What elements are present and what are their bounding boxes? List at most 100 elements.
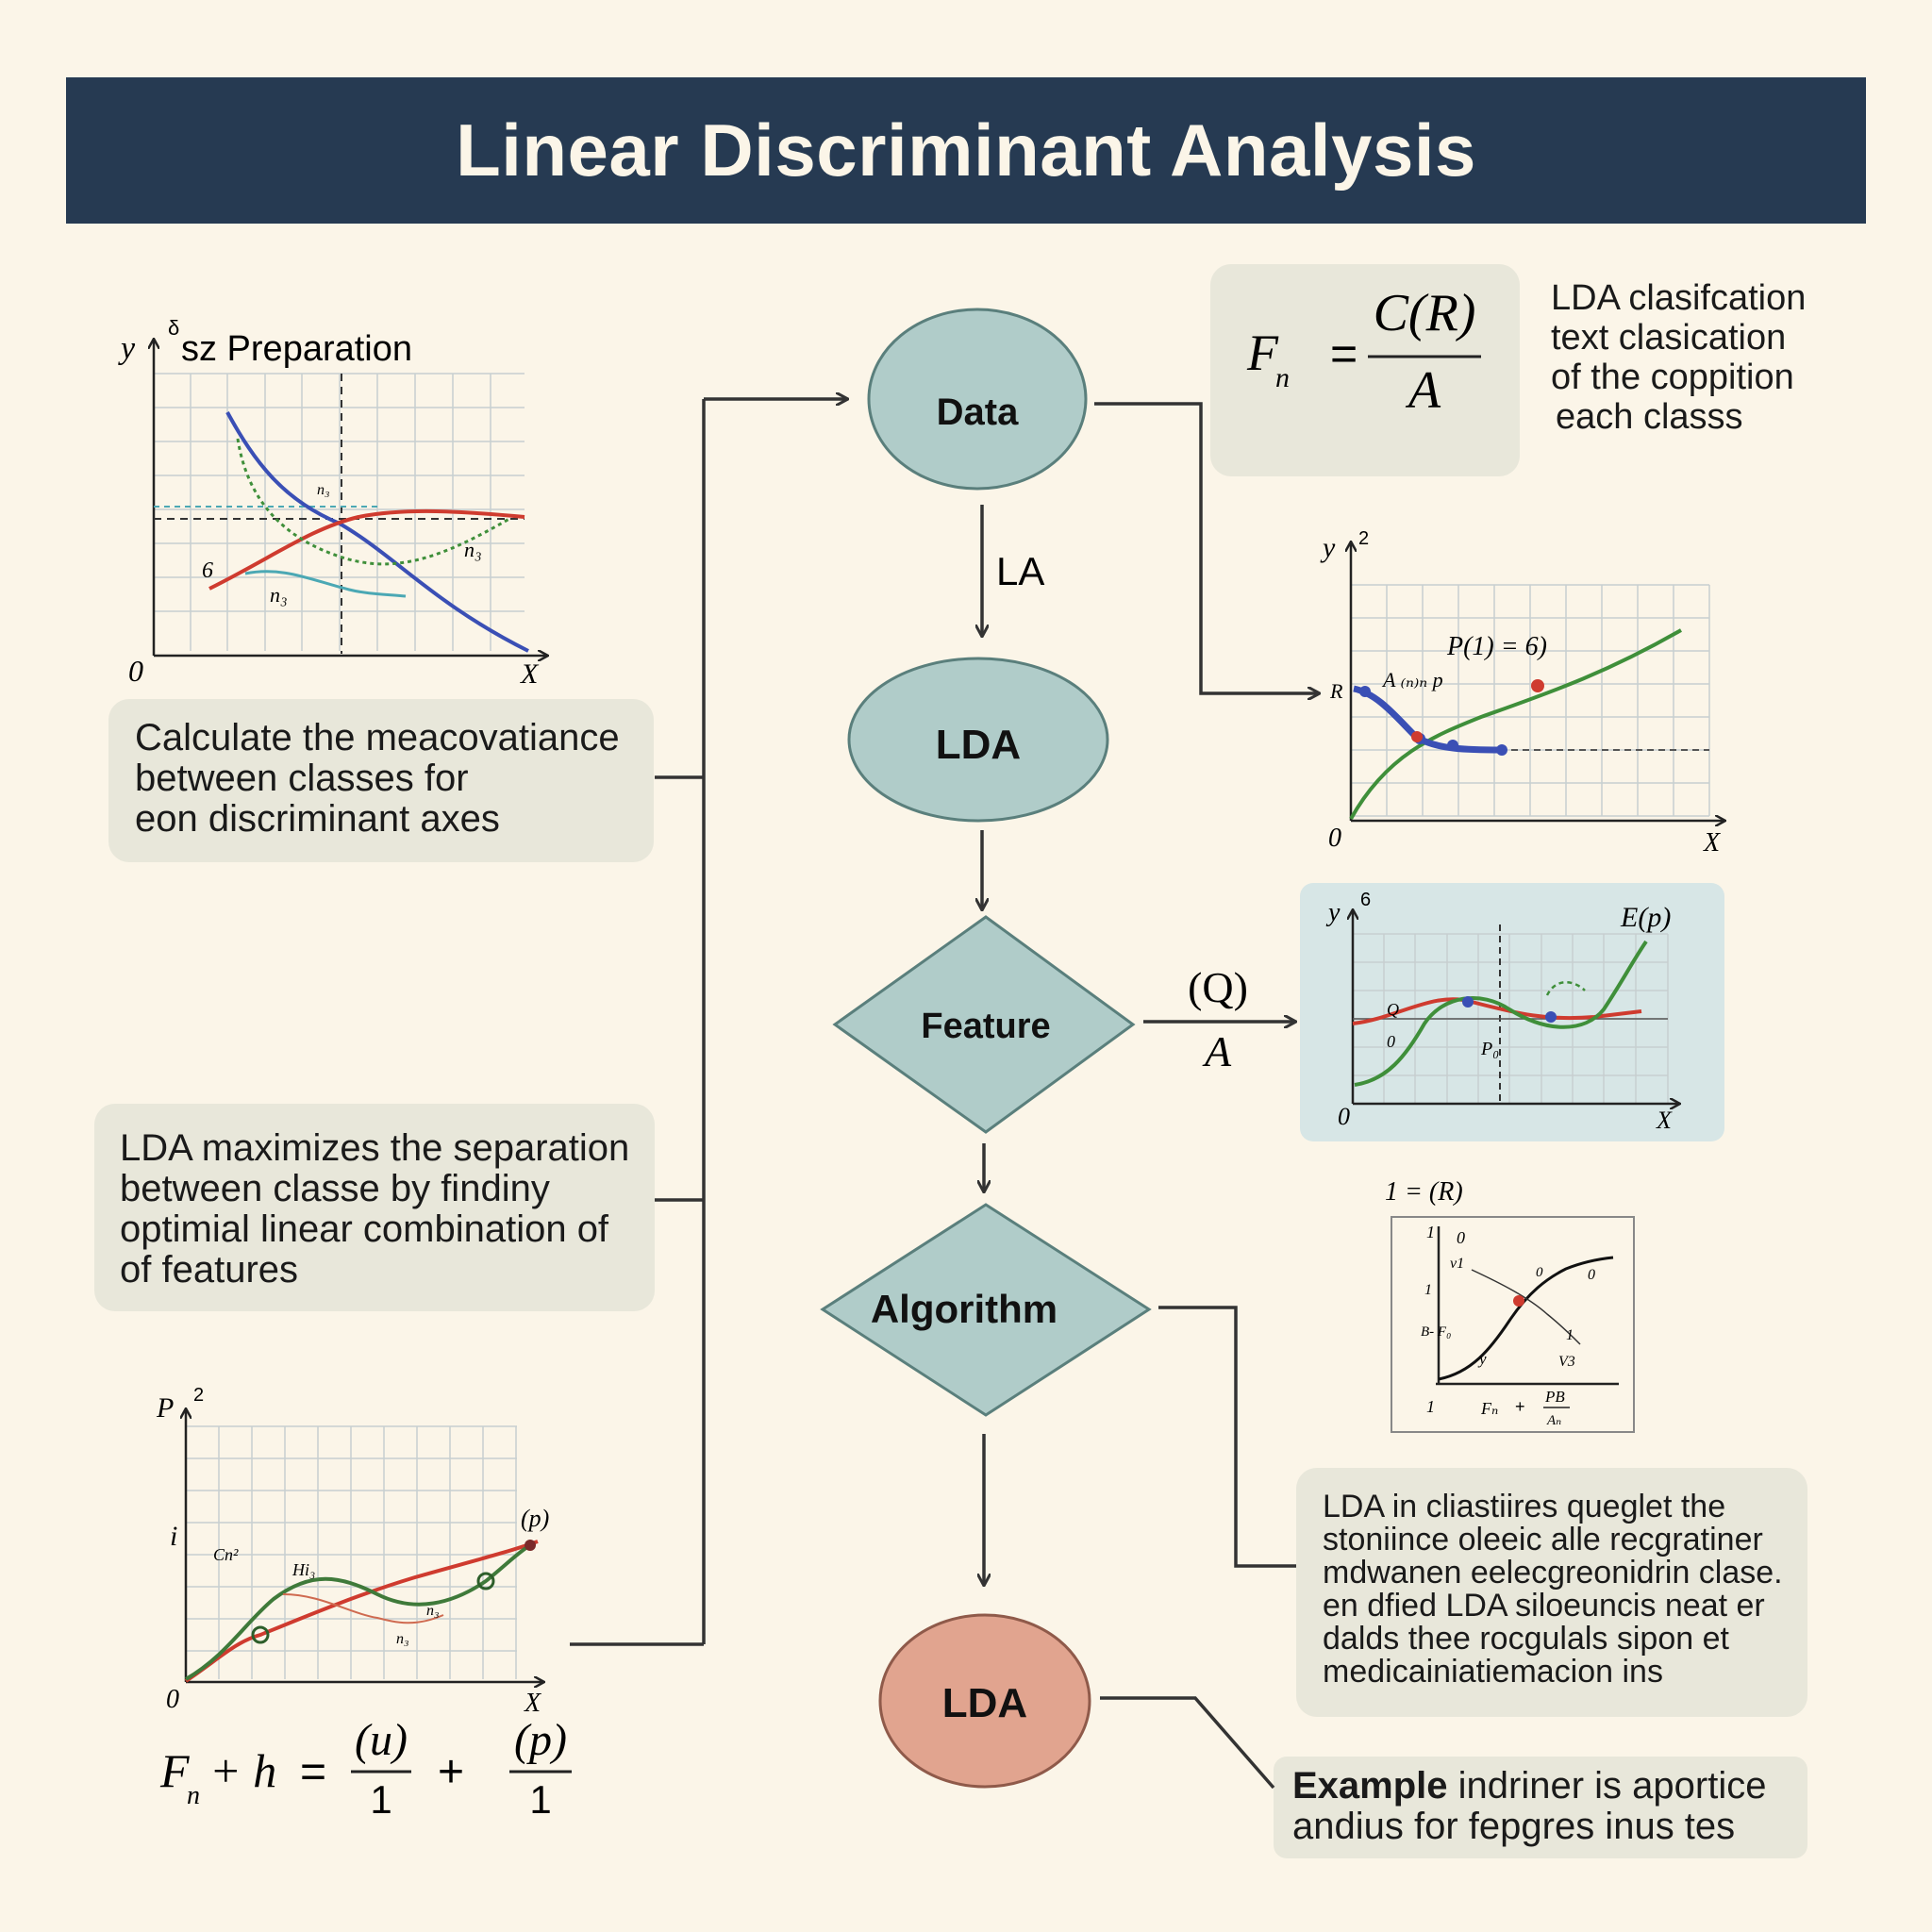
- example-line2: andius for fepgres inus tes: [1292, 1806, 1736, 1847]
- node-data[interactable]: Data: [867, 308, 1088, 491]
- plot-r1-anno: A ₍ₙ₎ₙ p: [1381, 668, 1443, 691]
- plot-r3-l13: PB: [1544, 1388, 1565, 1406]
- plot-right-2: y 6 E(p) Q 0 P₀ 0 X: [1300, 883, 1724, 1141]
- node-algorithm[interactable]: Algorithm: [820, 1203, 1152, 1417]
- note1-line1: Calculate the meacovatiance: [135, 717, 620, 758]
- connectors: [570, 399, 1319, 1790]
- plot-bottom-point-1: [251, 1625, 270, 1644]
- plot-bottom-y-sup: 2: [193, 1385, 204, 1406]
- plot-r2-a3: P₀: [1480, 1039, 1499, 1059]
- formula-caption: LDA clasifcation text clasication of the…: [1551, 278, 1806, 437]
- node-feature[interactable]: Feature: [832, 915, 1136, 1134]
- node-lda-bottom-label: LDA: [942, 1680, 1027, 1726]
- plot-r3-l0: 1: [1426, 1223, 1435, 1241]
- plot-prep-y-label: y: [118, 331, 136, 366]
- plot-r1-point-4: [1496, 744, 1507, 756]
- plot-r3-l2: v1: [1450, 1256, 1464, 1272]
- bottom-formula-plus-term: + h: [209, 1744, 276, 1797]
- plot-r1-red-point-2: [1531, 679, 1544, 692]
- plot-r1-r-label: R: [1329, 679, 1343, 703]
- caption-line1: LDA clasifcation: [1551, 278, 1807, 318]
- plot-r2-point-2: [1545, 1011, 1557, 1023]
- note-card-covariance: Calculate the meacovatiance between clas…: [108, 699, 654, 862]
- bottom-formula-lhs: F: [159, 1744, 190, 1797]
- node-lda-bottom[interactable]: LDA: [878, 1613, 1091, 1789]
- lda-to-example-connector: [1100, 1696, 1275, 1790]
- plot-r2-a2: 0: [1387, 1032, 1395, 1051]
- plot-r2-y-sup: 6: [1360, 890, 1371, 910]
- plot-preparation: y δ sz Preparation 0 X 6 n₃ n₃ n₃: [118, 316, 547, 690]
- bottom-formula-equals: =: [300, 1747, 326, 1797]
- bottom-formula-den2: 1: [529, 1777, 551, 1822]
- plot-r3-header: 1 = (R): [1385, 1177, 1463, 1207]
- plot-r1-red-point-1: [1411, 731, 1423, 742]
- plot-prep-y-sup: δ: [168, 316, 179, 340]
- node-algorithm-label: Algorithm: [871, 1287, 1058, 1331]
- plot-r2-green-loop: [1545, 981, 1586, 996]
- plot-bottom: P 2 i (p) Cn² Hi₃ n₃ n₃ 0 X: [156, 1385, 549, 1718]
- plot-r1-y-label: y: [1320, 532, 1336, 563]
- plot-r1-eq: P(1) = 6): [1446, 632, 1547, 661]
- caption-line3: of the coppition: [1551, 358, 1794, 397]
- plot-prep-anno-2: n₃: [270, 583, 288, 607]
- plot-prep-title: sz Preparation: [181, 329, 412, 369]
- formula-lhs-sub: n: [1275, 362, 1290, 393]
- bottom-formula-num2: (p): [514, 1715, 567, 1765]
- plot-r3-l7: 0: [1536, 1265, 1543, 1280]
- note1-line3: eon discriminant axes: [135, 798, 500, 840]
- rnote-line2: stoniince oleeic alle recgratiner: [1323, 1522, 1763, 1557]
- bottom-formula-lhs-sub: n: [187, 1781, 200, 1810]
- plot-r3-point: [1513, 1295, 1524, 1307]
- note1-line2: between classes for: [135, 758, 469, 799]
- plot-bottom-red-curve: [184, 1540, 539, 1683]
- plot-r3-l11: Fₙ: [1480, 1399, 1498, 1418]
- caption-line2: text clasication: [1551, 318, 1787, 358]
- plot-r3-l4: 1: [1424, 1282, 1432, 1298]
- plot-r3-curve-1: [1438, 1256, 1614, 1381]
- node-lda-top[interactable]: LDA: [847, 657, 1109, 823]
- plot-prep-anno-1: 6: [202, 558, 213, 583]
- node-data-label: Data: [937, 391, 1019, 433]
- plot-bottom-a2: Hi₃: [291, 1560, 315, 1579]
- plot-bottom-p-label: (p): [521, 1505, 549, 1532]
- note2-line2: between classe by findiny: [120, 1168, 550, 1209]
- title-banner: Linear Discriminant Analysis: [66, 77, 1866, 224]
- plot-prep-anno-4: n₃: [317, 482, 330, 498]
- rnote-line4: en dfied LDA siloeuncis neat er: [1323, 1588, 1765, 1624]
- plot-bottom-origin: 0: [166, 1685, 179, 1714]
- plot-bottom-green-curve: [184, 1543, 532, 1681]
- formula-numerator: C(R): [1374, 284, 1476, 342]
- plot-r1-x-label: X: [1703, 828, 1721, 858]
- plot-r1-point-1: [1359, 686, 1371, 697]
- plot-right-3: 1 = (R) 1 0 v1 0 1 B- F₀ y 0 1 V3 1 Fₙ +…: [1385, 1177, 1635, 1433]
- plot-prep-origin: 0: [128, 654, 143, 688]
- plot-r1-y-sup: 2: [1358, 528, 1369, 549]
- plot-bottom-a4: n₃: [396, 1631, 409, 1647]
- bottom-formula: F n + h = (u) 1 + (p) 1: [159, 1715, 572, 1822]
- plot-bottom-point-2: [476, 1572, 495, 1591]
- note2-line4: of features: [120, 1249, 299, 1291]
- page-title: Linear Discriminant Analysis: [456, 108, 1476, 192]
- feature-edge-bottom: A: [1202, 1027, 1232, 1075]
- plot-r2-point-1: [1462, 996, 1474, 1008]
- plot-prep-red-curve: [208, 508, 525, 591]
- rnote-line5: dalds thee rocgulals sipon et: [1323, 1621, 1729, 1657]
- caption-line4: each classs: [1556, 397, 1743, 437]
- plot-bottom-a3: n₃: [426, 1603, 440, 1619]
- bottom-formula-den1: 1: [370, 1777, 391, 1822]
- plot-r2-origin: 0: [1338, 1103, 1350, 1130]
- plot-bottom-y-label: P: [156, 1392, 174, 1424]
- example-rest1: indriner is aportice: [1447, 1765, 1767, 1807]
- plot-r3-l3: 0: [1588, 1267, 1595, 1283]
- plot-r3-curve-2: [1471, 1269, 1581, 1345]
- plot-bottom-point-3: [525, 1540, 536, 1551]
- plot-r2-green-curve: [1354, 940, 1648, 1087]
- feature-edge-fraction: (Q) A: [1188, 963, 1248, 1075]
- plot-r3-l8: 1: [1566, 1327, 1574, 1343]
- plot-bottom-thin-curve: [282, 1593, 444, 1624]
- plot-r2-y-label: y: [1325, 898, 1341, 927]
- plot-r3-l6: y: [1477, 1350, 1487, 1368]
- bottom-formula-plus: +: [438, 1747, 464, 1797]
- plot-bottom-i-label: i: [170, 1521, 177, 1552]
